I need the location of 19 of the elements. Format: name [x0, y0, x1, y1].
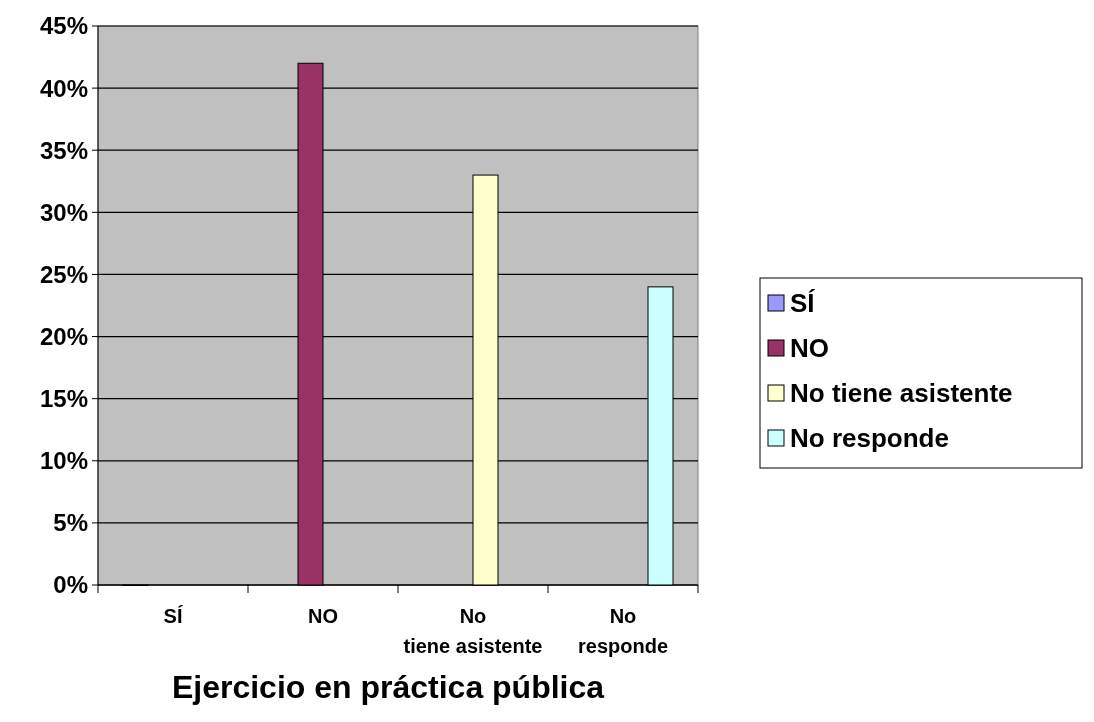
legend-label: No responde — [790, 423, 949, 454]
y-tick-label: 35% — [39, 136, 88, 164]
legend-label: NO — [790, 333, 829, 364]
y-tick-label: 0% — [53, 571, 88, 599]
legend-label: SÍ — [790, 288, 816, 319]
x-tick-label: SÍ — [163, 605, 183, 627]
y-tick-label: 10% — [39, 447, 88, 475]
y-tick-label: 5% — [53, 509, 88, 537]
y-tick-label: 40% — [39, 74, 88, 102]
y-tick-label: 20% — [39, 322, 88, 350]
legend-label: No tiene asistente — [790, 378, 1013, 409]
x-tick-label: NO — [308, 605, 338, 627]
text: Ejercicio en práctica pública — [171, 669, 605, 705]
x-tick-label: No responde — [577, 605, 669, 657]
x-tick-label: No tiene asistente — [403, 605, 543, 657]
y-tick-label: 15% — [39, 385, 88, 413]
y-tick-label: 25% — [39, 260, 88, 288]
y-tick-label: 45% — [39, 12, 88, 40]
y-tick-label: 30% — [39, 198, 88, 226]
